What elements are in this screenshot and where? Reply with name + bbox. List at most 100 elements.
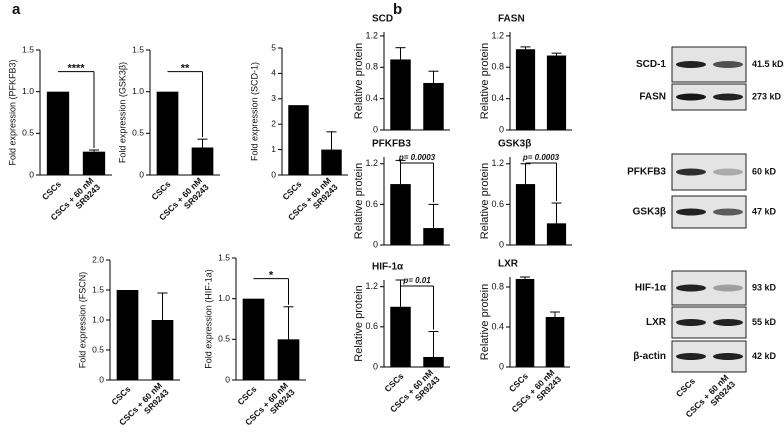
bar (515, 184, 536, 245)
y-tick-label: 0 (499, 361, 504, 371)
y-tick-label: 1.2 (365, 281, 378, 291)
y-axis-label: Relative protein (479, 163, 491, 239)
error-bar (157, 292, 168, 320)
blot-band (713, 319, 743, 326)
blot-band (676, 319, 706, 326)
error-bar (326, 131, 337, 150)
error-bar (395, 47, 406, 60)
y-tick-label: 0.5 (92, 344, 104, 354)
blot-label: HIF-1α (635, 283, 667, 294)
y-tick-label: 1.0 (218, 293, 230, 303)
panel-label: a (12, 1, 21, 18)
y-tick-label: 0.5 (22, 128, 34, 138)
error-bar (551, 52, 562, 56)
y-tick-label: 0 (499, 239, 504, 249)
error-bar (395, 159, 406, 185)
blot-band (676, 284, 706, 292)
bar (116, 290, 139, 380)
bar (151, 320, 174, 380)
blot-label: FASN (639, 92, 666, 103)
error-bar (550, 311, 560, 317)
bar (321, 149, 342, 175)
y-tick-label: 0 (373, 124, 378, 134)
blot-label: SCD-1 (636, 59, 666, 70)
error-bar (283, 306, 294, 340)
error-bar (395, 279, 406, 307)
y-tick-label: 0.6 (491, 199, 504, 209)
y-tick-label: 0 (99, 374, 104, 384)
bar (82, 151, 106, 175)
y-axis-label: Fold expression (PFKFB3) (7, 59, 17, 165)
significance-label: ** (181, 63, 190, 75)
blot-band (713, 353, 743, 360)
y-tick-label: 0 (373, 361, 378, 371)
blot-size: 60 kD (752, 166, 777, 176)
y-axis-label: Fold expression (FSCN) (77, 272, 87, 369)
y-tick-label: 0.6 (365, 321, 378, 331)
y-tick-label: 1.0 (132, 86, 144, 96)
significance-label: p= 0.01 (402, 276, 431, 285)
x-tick-label: CSCs (149, 179, 172, 202)
x-tick-label: CSCs (40, 179, 63, 202)
y-tick-label: 0 (139, 169, 144, 179)
y-axis-label: Fold expression (GSK3β) (117, 62, 127, 163)
y-tick-label: 1.5 (92, 284, 104, 294)
y-tick-label: 0.5 (132, 128, 144, 138)
lane-label: CSCs (674, 376, 697, 399)
y-tick-label: 4 (271, 68, 276, 78)
error-bar (520, 46, 531, 50)
bar (545, 317, 565, 367)
y-tick-label: 1.0 (22, 86, 34, 96)
blot-band (676, 61, 706, 68)
blot-band (713, 61, 743, 68)
y-tick-label: 1.5 (218, 252, 230, 262)
chart-title: GSK3β (498, 139, 531, 150)
blot-size: 273 kD (752, 91, 782, 101)
error-bar (89, 149, 99, 152)
chart-title: HIF-1α (372, 262, 404, 273)
y-tick-label: 1.2 (365, 30, 378, 40)
x-tick-label: CSCs (280, 179, 303, 202)
y-tick-label: 0 (499, 124, 504, 134)
bar (515, 279, 535, 367)
y-tick-label: 1.5 (132, 44, 144, 54)
y-tick-label: 1.5 (22, 44, 34, 54)
blot-band (676, 93, 706, 101)
blot-size: 42 kD (752, 351, 777, 361)
blot-label: PFKFB3 (627, 167, 666, 178)
y-axis-label: Fold expression (SCD-1) (249, 62, 259, 161)
y-tick-label: 0.8 (365, 62, 378, 72)
significance-label: p= 0.0003 (398, 153, 436, 162)
y-tick-label: 0.8 (491, 281, 504, 291)
y-tick-label: 0.5 (218, 334, 230, 344)
significance-label: * (269, 270, 274, 282)
y-axis-label: Relative protein (353, 163, 365, 239)
bar (277, 339, 300, 380)
y-tick-label: 0.4 (491, 321, 504, 331)
error-bar (551, 202, 562, 224)
y-tick-label: 2 (271, 118, 276, 128)
blot-band (713, 284, 743, 292)
blot-size: 55 kD (752, 317, 777, 327)
y-tick-label: 1.2 (365, 158, 378, 168)
bar (423, 356, 444, 367)
error-bar (428, 203, 439, 229)
y-axis-label: Relative protein (353, 285, 365, 361)
error-bar (428, 70, 439, 83)
y-tick-label: 2.0 (92, 254, 104, 264)
chart-title: LXR (498, 259, 519, 270)
bar (46, 91, 70, 175)
blot-label: β-actin (633, 351, 666, 362)
bar (191, 147, 214, 175)
blot-band (713, 93, 743, 101)
y-tick-label: 0.4 (491, 93, 504, 103)
blot-band (676, 353, 706, 360)
y-tick-label: 0.4 (365, 93, 378, 103)
significance-label: **** (67, 63, 85, 75)
y-tick-label: 1 (271, 144, 276, 154)
bar (390, 184, 411, 245)
blot-band (676, 208, 706, 216)
y-axis-label: Relative protein (479, 284, 491, 360)
bar (288, 105, 309, 175)
